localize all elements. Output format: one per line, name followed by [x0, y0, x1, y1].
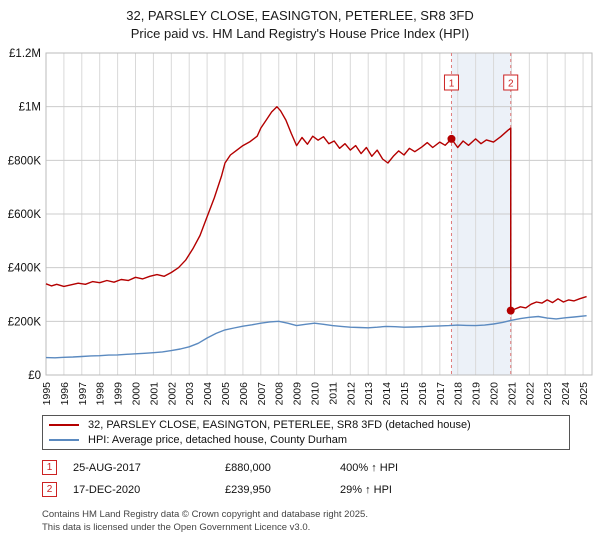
x-axis-tick-label: 1998: [95, 382, 107, 406]
transaction-1-date: 25-AUG-2017: [73, 461, 141, 474]
x-axis-tick-label: 2004: [202, 382, 214, 406]
y-axis-tick-label: £1M: [19, 102, 41, 114]
y-axis-tick-label: £400K: [8, 263, 42, 275]
x-axis-tick-label: 2019: [471, 382, 483, 406]
sale-number-box: [443, 74, 459, 91]
x-axis-tick-label: 2006: [238, 382, 250, 406]
sale-point-dot: [447, 135, 456, 144]
page-title: 32, PARSLEY CLOSE, EASINGTON, PETERLEE, …: [126, 8, 474, 23]
x-axis-tick-label: 1995: [41, 382, 53, 406]
x-axis-tick-label: 2005: [220, 382, 232, 406]
x-axis-tick-label: 2003: [184, 382, 196, 406]
transaction-row-1: 1 25-AUG-2017 £880,000 400% ↑ HPI: [42, 460, 600, 476]
x-axis-tick-label: 2000: [131, 382, 143, 406]
x-axis-tick-label: 2014: [381, 382, 393, 406]
x-axis-tick-label: 2011: [327, 382, 339, 405]
x-axis-tick-label: 2012: [345, 382, 357, 406]
x-axis-tick-label: 2013: [363, 382, 375, 406]
hpi-line: [45, 315, 587, 359]
property-price-line: [45, 106, 587, 312]
sale-number-box: [503, 74, 519, 91]
transaction-1-price: £880,000: [225, 461, 271, 474]
sale-number-label: 1: [449, 79, 455, 90]
transaction-2-hpi-change: 29% ↑ HPI: [340, 483, 392, 496]
x-axis-tick-label: 1996: [59, 382, 71, 406]
x-axis-tick-label: 2017: [435, 382, 447, 406]
footer-line-1: Contains HM Land Registry data © Crown c…: [42, 509, 368, 521]
x-axis-tick-label: 2009: [292, 382, 304, 406]
transaction-2-date: 17-DEC-2020: [73, 483, 141, 496]
y-axis-tick-label: £0: [28, 370, 41, 382]
transaction-1-marker: 1: [42, 460, 57, 476]
x-axis-tick-label: 2015: [399, 382, 411, 406]
x-axis-tick-label: 2002: [166, 382, 178, 406]
x-axis-tick-label: 2008: [274, 382, 286, 406]
plot-border: [45, 52, 593, 376]
transaction-2-price: £239,950: [225, 483, 271, 496]
legend-label-property: 32, PARSLEY CLOSE, EASINGTON, PETERLEE, …: [88, 419, 471, 432]
x-axis-tick-label: 2016: [417, 382, 429, 406]
y-axis-tick-label: £600K: [8, 209, 42, 221]
x-axis-tick-label: 1999: [113, 382, 125, 406]
price-history-chart: £0 £200K £400K £600K £800K £1M £1.2M 1995 1996 19…: [8, 48, 593, 406]
x-axis-tick-label: 2007: [256, 382, 268, 406]
x-axis-tick-label: 2024: [560, 382, 572, 406]
x-axis-tick-label: 2022: [524, 382, 536, 406]
x-axis-tick-label: 2010: [310, 382, 322, 406]
sale-number-label: 2: [508, 79, 514, 90]
x-axis-tick-label: 2018: [453, 382, 465, 406]
x-axis-tick-label: 1997: [77, 382, 89, 406]
hpi-line-swatch: [49, 439, 79, 442]
y-axis-tick-label: £800K: [8, 156, 42, 168]
transaction-row-2: 2 17-DEC-2020 £239,950 29% ↑ HPI: [42, 482, 600, 498]
page-subtitle: Price paid vs. HM Land Registry's House …: [130, 26, 470, 42]
legend-label-hpi: HPI: Average price, detached house, Coun…: [88, 434, 348, 447]
sale-point-dot: [506, 306, 515, 315]
y-axis-tick-label: £200K: [8, 317, 42, 329]
x-axis-tick-label: 2023: [542, 382, 554, 406]
footer-line-2: This data is licensed under the Open Gov…: [42, 521, 311, 533]
attribution-footer: Contains HM Land Registry data © Crown c…: [42, 509, 600, 534]
x-axis-tick-label: 2001: [148, 382, 160, 406]
chart-header: 32, PARSLEY CLOSE, EASINGTON, PETERLEE, …: [0, 0, 600, 43]
x-axis-tick-label: 2020: [489, 382, 501, 406]
legend: 32, PARSLEY CLOSE, EASINGTON, PETERLEE, …: [42, 415, 570, 451]
y-axis-tick-label: £1.2M: [9, 48, 41, 60]
transactions-list: 1 25-AUG-2017 £880,000 400% ↑ HPI 2 17-D…: [42, 460, 600, 498]
transaction-1-hpi-change: 400% ↑ HPI: [340, 461, 399, 474]
legend-item-property: 32, PARSLEY CLOSE, EASINGTON, PETERLEE, …: [49, 419, 563, 431]
legend-item-hpi: HPI: Average price, detached house, Coun…: [49, 434, 563, 446]
transaction-2-marker: 2: [42, 482, 57, 498]
property-line-swatch: [49, 424, 79, 427]
x-axis-tick-label: 2025: [578, 382, 590, 406]
x-axis-tick-label: 2021: [506, 382, 518, 406]
